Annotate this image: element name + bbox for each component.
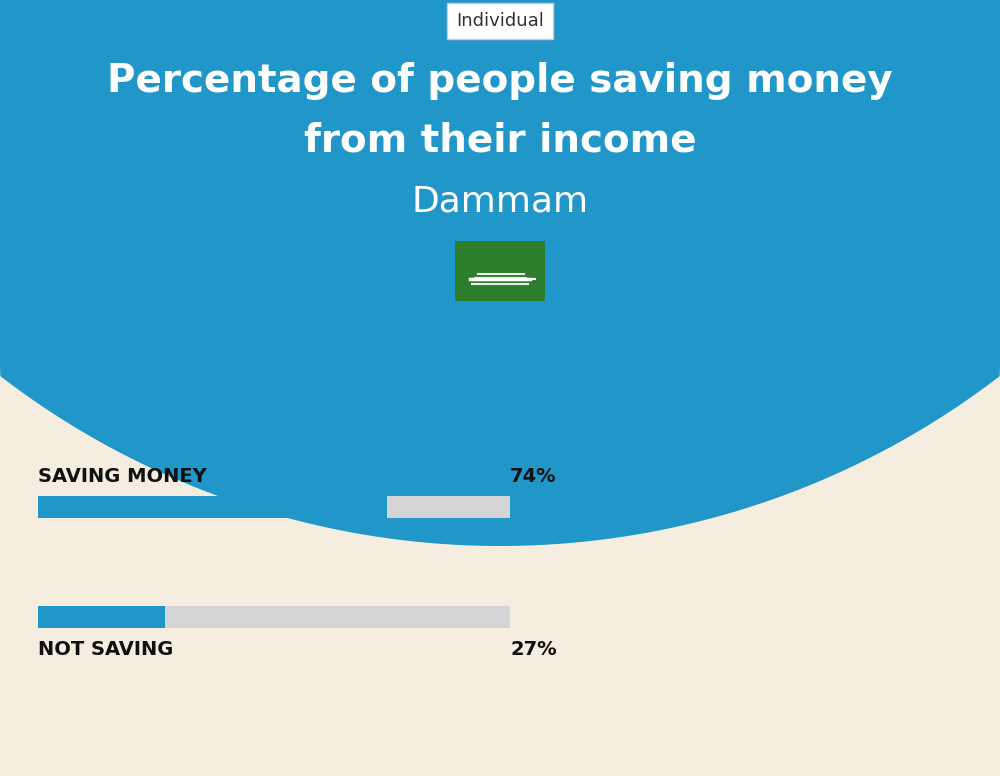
Bar bbox=[38, 606, 510, 628]
Bar bbox=[38, 496, 387, 518]
Text: from their income: from their income bbox=[304, 122, 696, 160]
Text: Individual: Individual bbox=[456, 12, 544, 30]
Text: 27%: 27% bbox=[510, 640, 557, 659]
Text: NOT SAVING: NOT SAVING bbox=[38, 640, 173, 659]
Text: SAVING MONEY: SAVING MONEY bbox=[38, 467, 207, 486]
Bar bbox=[455, 241, 545, 301]
Text: Percentage of people saving money: Percentage of people saving money bbox=[107, 62, 893, 100]
Bar bbox=[38, 606, 165, 628]
Text: Dammam: Dammam bbox=[411, 184, 589, 218]
Polygon shape bbox=[0, 0, 1000, 546]
Text: 74%: 74% bbox=[510, 467, 557, 486]
Bar bbox=[38, 496, 510, 518]
